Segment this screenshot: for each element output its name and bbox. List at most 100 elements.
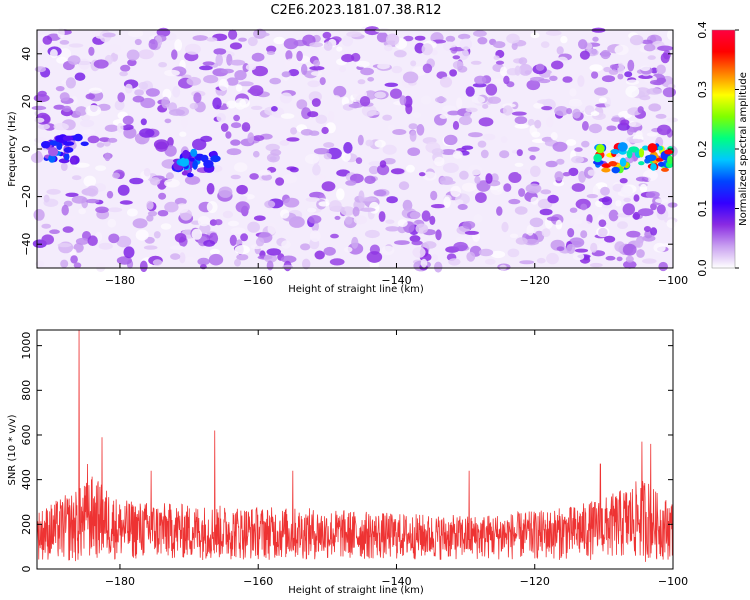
spectrogram-cell [230,174,241,180]
spectrogram-cell [146,200,154,210]
spectrogram-cell [81,114,93,121]
spectrogram-cell [434,261,443,273]
spectrogram-cell [500,136,508,144]
spectrogram-cell [623,197,631,203]
spectrogram-cell [75,106,88,116]
spectrogram-cell [43,194,50,203]
spectrogram-cell [174,233,187,243]
spectrogram-cell [70,255,78,264]
spectrogram-cell [368,161,384,167]
spectrogram-cell [235,84,243,92]
spectrogram-cell [104,124,119,132]
spectrogram-cell [249,173,259,180]
spectrogram-cell [336,46,343,52]
spectrogram-cell [168,109,185,116]
spectrogram-cell [385,226,400,232]
spectrogram-cell [660,52,670,64]
spectrogram-cell [356,60,370,68]
snr-y-tick-label: 800 [20,380,33,401]
spectrogram-cell [632,211,641,220]
spectrogram-cell [315,114,328,125]
spectrogram-cell [333,85,347,98]
spectrogram-cell [443,134,458,146]
snr-series [36,329,674,562]
spectrogram-cell [314,250,325,260]
spectrogram-cell [73,242,84,253]
spectrogram-cell [633,194,640,202]
spectrogram-signal-cell [638,148,645,158]
spectrogram-cell [459,170,469,180]
spectrogram-cell [495,60,505,65]
spectrogram-cell [409,130,417,142]
spectrogram-cell [440,180,456,185]
spectrogram-y-tick-label: 40 [20,47,33,61]
spectrogram-cell [200,135,213,142]
spectrogram-cell [73,162,90,168]
colorbar-gradient [712,30,735,268]
spectrogram-cell [267,222,277,235]
spectrogram-cell [59,48,72,60]
spectrogram-cell [538,78,551,84]
spectrogram-cell [571,183,586,192]
spectrogram-cell [93,59,109,69]
spectrogram-cell [666,219,676,229]
spectrogram-cell [514,116,528,125]
spectrogram-cell [149,177,161,186]
spectrogram-cell [385,219,395,224]
spectrogram-cell [300,129,313,136]
spectrogram-cell [300,243,311,251]
spectrogram-cell [560,35,568,44]
spectrogram-cell [206,183,215,195]
spectrogram-cell [140,118,147,126]
snr-y-tick-label: 1000 [20,332,33,360]
spectrogram-cell [124,83,133,94]
spectrogram-cell [327,110,335,122]
spectrogram-cell [518,188,526,197]
spectrogram-cell [643,43,656,52]
spectrogram-signal-cell [638,161,645,166]
spectrogram-cell [601,75,616,83]
spectrogram-cell [96,142,105,148]
spectrogram-cell [68,43,84,48]
colorbar-ticks: 0.0 0.1 0.2 0.3 0.4 [696,21,739,277]
spectrogram-cell [329,258,345,266]
spectrogram-cell [192,35,209,41]
spectrogram-cell [374,91,386,99]
spectrogram-cell [382,144,397,155]
spectrogram-cell [612,183,624,192]
spectrogram-cell [402,71,419,84]
spectrogram-cell [397,219,408,227]
spectrogram-cell [368,111,381,116]
spectrogram-cell [539,208,553,216]
spectrogram-cell [226,77,239,86]
spectrogram-cell [71,95,78,106]
spectrogram-cell [234,245,250,255]
spectrogram-cell [541,228,551,238]
spectrogram-cell [286,137,300,142]
spectrogram-cell [31,105,47,111]
spectrogram-cell [49,229,60,234]
spectrogram-cell [239,195,248,202]
spectrogram-cell [402,199,413,211]
spectrogram-cell [493,55,500,60]
spectrogram-cell [296,50,303,62]
spectrogram-cell [514,206,528,215]
spectrogram-cell [96,262,106,272]
spectrogram-cell [252,65,268,77]
spectrogram-cell [275,177,285,186]
spectrogram-cell [279,92,293,104]
spectrogram-cell [304,154,320,164]
snr-x-tick-label: −100 [658,575,688,588]
spectrogram-cell [496,206,503,216]
spectrogram-cell [53,104,65,110]
spectrogram-cell [192,138,207,151]
spectrogram-cell [85,198,100,204]
spectrogram-cell [398,181,410,191]
spectrogram-cell [334,215,341,220]
spectrogram-cell [112,172,121,179]
spectrogram-cell [175,203,189,214]
spectrogram-cell [653,242,666,253]
spectrogram-cell [622,203,635,216]
spectrogram-cell [228,29,238,40]
spectrogram-cell [429,215,436,225]
